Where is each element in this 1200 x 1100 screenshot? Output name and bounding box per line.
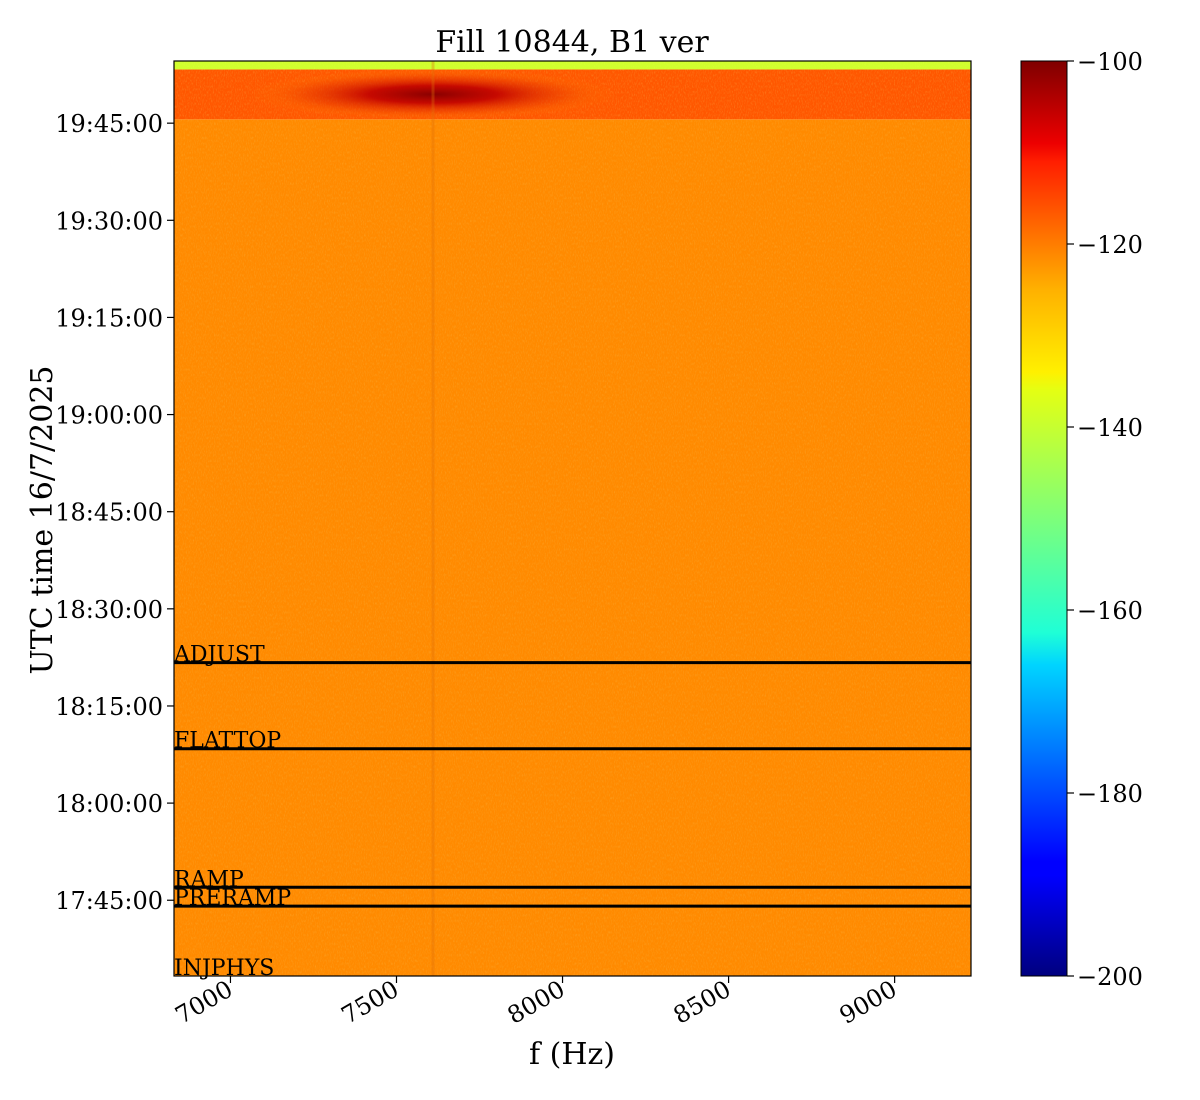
y-tick-label: 18:15:00 — [55, 693, 163, 721]
y-axis-label: UTC time 16/7/2025 — [25, 366, 60, 675]
y-axis: 17:45:00 18:00:00 18:15:00 18:30:00 18:45:00… — [55, 110, 174, 915]
marker-label-flattop: FLATTOP — [174, 729, 281, 754]
y-tick-label: 17:45:00 — [55, 887, 163, 915]
colorbar-tick-label: −180 — [1077, 780, 1143, 808]
heatmap-spectral-line — [431, 61, 435, 976]
spectrogram-heatmap — [174, 61, 971, 976]
y-tick-label: 19:15:00 — [55, 304, 163, 332]
y-tick-label: 18:30:00 — [55, 596, 163, 624]
x-tick-label: 8000 — [503, 975, 570, 1030]
heatmap-region-peak — [249, 69, 617, 120]
colorbar-tick-label: −100 — [1077, 48, 1143, 76]
x-tick-label: 8500 — [669, 975, 736, 1030]
colorbar-axis: −100 −120 −140 −160 −180 −200 — [1067, 48, 1143, 991]
marker-label-ramp: RAMP — [174, 867, 244, 892]
marker-label-adjust: ADJUST — [173, 643, 265, 668]
chart-title: Fill 10844, B1 ver — [435, 25, 709, 60]
y-tick-label: 18:45:00 — [55, 499, 163, 527]
x-tick-label: 7000 — [171, 975, 238, 1030]
heatmap-noise — [174, 119, 971, 976]
colorbar — [1020, 60, 1068, 977]
x-tick-label: 9000 — [835, 975, 902, 1030]
marker-label-injphys: INJPHYS — [174, 956, 274, 981]
colorbar-tick-label: −120 — [1077, 231, 1143, 259]
y-tick-label: 18:00:00 — [55, 790, 163, 818]
colorbar-tick-label: −160 — [1077, 597, 1143, 625]
y-tick-label: 19:30:00 — [55, 207, 163, 235]
marker-label-preramp: PRERAMP — [174, 886, 291, 911]
x-axis-label: f (Hz) — [529, 1037, 615, 1072]
y-tick-label: 19:45:00 — [55, 110, 163, 138]
plot-frame — [173, 60, 972, 977]
heatmap-noise — [174, 61, 971, 70]
x-tick-label: 7500 — [337, 975, 404, 1030]
x-axis: 7000 7500 8000 8500 9000 — [171, 975, 902, 1030]
colorbar-tick-label: −200 — [1077, 963, 1143, 991]
colorbar-tick-label: −140 — [1077, 414, 1143, 442]
y-tick-label: 19:00:00 — [55, 402, 163, 430]
